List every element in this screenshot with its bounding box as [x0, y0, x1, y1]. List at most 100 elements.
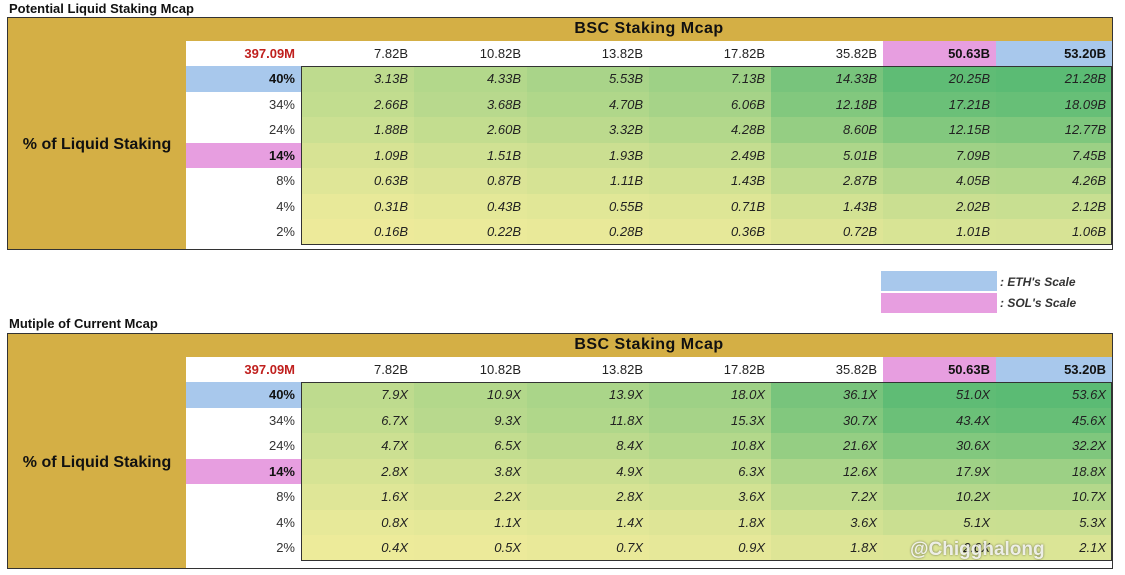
table-cell: 18.8X — [996, 458, 1112, 484]
row-label-6: 2% — [186, 535, 301, 561]
sol-scale-swatch — [881, 293, 997, 313]
column-header-6: 50.63B — [883, 41, 996, 66]
table-cell: 1.09B — [301, 142, 414, 168]
table-cell: 3.32B — [527, 117, 649, 143]
table-cell: 12.77B — [996, 117, 1112, 143]
table-cell: 4.28B — [649, 117, 771, 143]
eth-scale-swatch — [881, 271, 997, 291]
table-cell: 2.12B — [996, 193, 1112, 219]
table-cell: 7.9X — [301, 382, 414, 408]
table-cell: 12.18B — [771, 91, 883, 117]
column-header-4: 17.82B — [723, 362, 765, 377]
row-label-2: 24% — [186, 117, 301, 143]
table-cell: 7.2X — [771, 484, 883, 510]
table-cell: 4.26B — [996, 168, 1112, 194]
table-cell: 1.06B — [996, 219, 1112, 245]
row-label-2: 24% — [186, 433, 301, 459]
table-cell: 15.3X — [649, 407, 771, 433]
table-cell: 1.1X — [414, 509, 527, 535]
table2: BSC Staking Mcap % of Liquid Staking 397… — [7, 333, 1113, 569]
table-cell: 0.9X — [649, 535, 771, 561]
table-cell: 18.09B — [996, 91, 1112, 117]
column-header-7: 53.20B — [996, 357, 1112, 382]
table1-header-title: BSC Staking Mcap — [574, 20, 724, 37]
row-label-1: 34% — [186, 407, 301, 433]
table-cell: 0.28B — [527, 219, 649, 245]
table-cell: 12.15B — [883, 117, 996, 143]
row-label-3: 14% — [186, 142, 301, 168]
table-cell: 2.1X — [996, 535, 1112, 561]
watermark: @Chigghalong — [910, 539, 1045, 560]
table-cell: 17.21B — [883, 91, 996, 117]
table-cell: 3.68B — [414, 91, 527, 117]
row-label-0: 40% — [186, 382, 301, 408]
table-cell: 3.13B — [301, 66, 414, 92]
table-cell: 12.6X — [771, 458, 883, 484]
column-header-1: 7.82B — [374, 362, 408, 377]
table-cell: 2.87B — [771, 168, 883, 194]
table-cell: 36.1X — [771, 382, 883, 408]
column-header-6: 50.63B — [883, 357, 996, 382]
table-cell: 7.13B — [649, 66, 771, 92]
table2-grid: 40% 7.9X 10.9X 13.9X 18.0X 36.1X 51.0X 53.6X 34%… — [186, 382, 1112, 568]
table-cell: 13.9X — [527, 382, 649, 408]
table-cell: 0.7X — [527, 535, 649, 561]
sol-scale-label: : SOL's Scale — [1000, 296, 1077, 310]
row-label-1: 34% — [186, 91, 301, 117]
table1-row-axis-label: % of Liquid Staking — [8, 41, 186, 249]
table-cell: 5.1X — [883, 509, 996, 535]
table-cell: 6.7X — [301, 407, 414, 433]
table1-title: Potential Liquid Staking Mcap — [9, 1, 194, 16]
table-cell: 7.45B — [996, 142, 1112, 168]
table-cell: 5.01B — [771, 142, 883, 168]
table-cell: 0.5X — [414, 535, 527, 561]
table-cell: 14.33B — [771, 66, 883, 92]
table-cell: 1.11B — [527, 168, 649, 194]
table-cell: 4.70B — [527, 91, 649, 117]
table-cell: 20.25B — [883, 66, 996, 92]
table-cell: 21.28B — [996, 66, 1112, 92]
table-cell: 51.0X — [883, 382, 996, 408]
row-label-4: 8% — [186, 168, 301, 194]
table-cell: 3.8X — [414, 458, 527, 484]
table-cell: 21.6X — [771, 433, 883, 459]
column-header-2: 10.82B — [479, 46, 521, 61]
table-cell: 1.88B — [301, 117, 414, 143]
table-cell: 0.55B — [527, 193, 649, 219]
table-cell: 3.6X — [649, 484, 771, 510]
table-cell: 10.9X — [414, 382, 527, 408]
table-cell: 0.71B — [649, 193, 771, 219]
column-header-4: 17.82B — [723, 46, 765, 61]
table-cell: 45.6X — [996, 407, 1112, 433]
column-header-2: 10.82B — [479, 362, 521, 377]
table-cell: 1.4X — [527, 509, 649, 535]
column-header-1: 7.82B — [374, 46, 408, 61]
table-cell: 2.49B — [649, 142, 771, 168]
table-cell: 10.2X — [883, 484, 996, 510]
table-cell: 10.7X — [996, 484, 1112, 510]
column-header-3: 13.82B — [601, 362, 643, 377]
table-cell: 17.9X — [883, 458, 996, 484]
table-cell: 1.8X — [771, 535, 883, 561]
table-cell: 0.22B — [414, 219, 527, 245]
row-label-5: 4% — [186, 509, 301, 535]
table-cell: 1.43B — [649, 168, 771, 194]
table-cell: 6.06B — [649, 91, 771, 117]
table-cell: 6.3X — [649, 458, 771, 484]
table-cell: 1.8X — [649, 509, 771, 535]
table-cell: 30.6X — [883, 433, 996, 459]
table2-column-headers: 397.09M 7.82B 10.82B 13.82B 17.82B 35.82B 50.6… — [186, 357, 1112, 382]
table1-column-headers: 397.09M 7.82B 10.82B 13.82B 17.82B 35.82B 50.6… — [186, 41, 1112, 66]
table-cell: 0.87B — [414, 168, 527, 194]
row-label-5: 4% — [186, 193, 301, 219]
table-cell: 2.8X — [301, 458, 414, 484]
table-cell: 1.6X — [301, 484, 414, 510]
column-header-5: 35.82B — [835, 362, 877, 377]
column-header-3: 13.82B — [601, 46, 643, 61]
table-cell: 0.31B — [301, 193, 414, 219]
table2-header-title: BSC Staking Mcap — [574, 336, 724, 353]
table1: BSC Staking Mcap % of Liquid Staking 397… — [7, 17, 1113, 250]
eth-scale-label: : ETH's Scale — [1000, 275, 1076, 289]
table-cell: 11.8X — [527, 407, 649, 433]
table2-row-axis-label: % of Liquid Staking — [8, 357, 186, 568]
